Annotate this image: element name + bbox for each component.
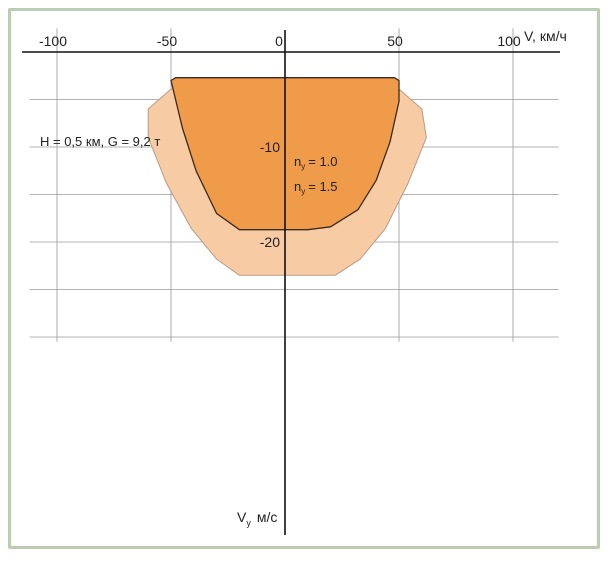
tick-labels: -100 -50 0 50 100 -10 -20 <box>39 33 521 250</box>
legend-ny-1-5-sub: y <box>301 187 305 196</box>
legend-ny-1-5-main: n <box>294 179 301 194</box>
y-axis-label-sub: y <box>246 518 251 528</box>
legend-label-ny-1-0: ny = 1.0 <box>294 154 338 171</box>
axes <box>22 30 560 535</box>
y-tick-label: -10 <box>260 139 280 155</box>
series-areas <box>147 77 427 276</box>
y-axis-label-main: V <box>237 509 247 525</box>
legend-ny-1-0-value: = 1.0 <box>308 154 337 169</box>
x-tick-label: -100 <box>39 33 67 49</box>
x-tick-label: -50 <box>157 33 177 49</box>
legend-ny-1-0-sub: y <box>301 162 305 171</box>
condition-label: H = 0,5 км, G = 9,2 т <box>40 134 160 149</box>
x-tick-label: 100 <box>497 33 521 49</box>
x-axis-label: V, км/ч <box>524 28 567 44</box>
x-tick-label: 0 <box>275 33 283 49</box>
y-axis-label: Vy м/с <box>237 509 277 528</box>
legend-ny-1-5-value: = 1.5 <box>308 179 337 194</box>
legend-ny-1-0-main: n <box>294 154 301 169</box>
x-tick-label: 50 <box>387 33 403 49</box>
y-tick-label: -20 <box>260 234 280 250</box>
y-axis-label-unit: м/с <box>257 509 278 525</box>
legend-label-ny-1-5: ny = 1.5 <box>294 179 338 196</box>
